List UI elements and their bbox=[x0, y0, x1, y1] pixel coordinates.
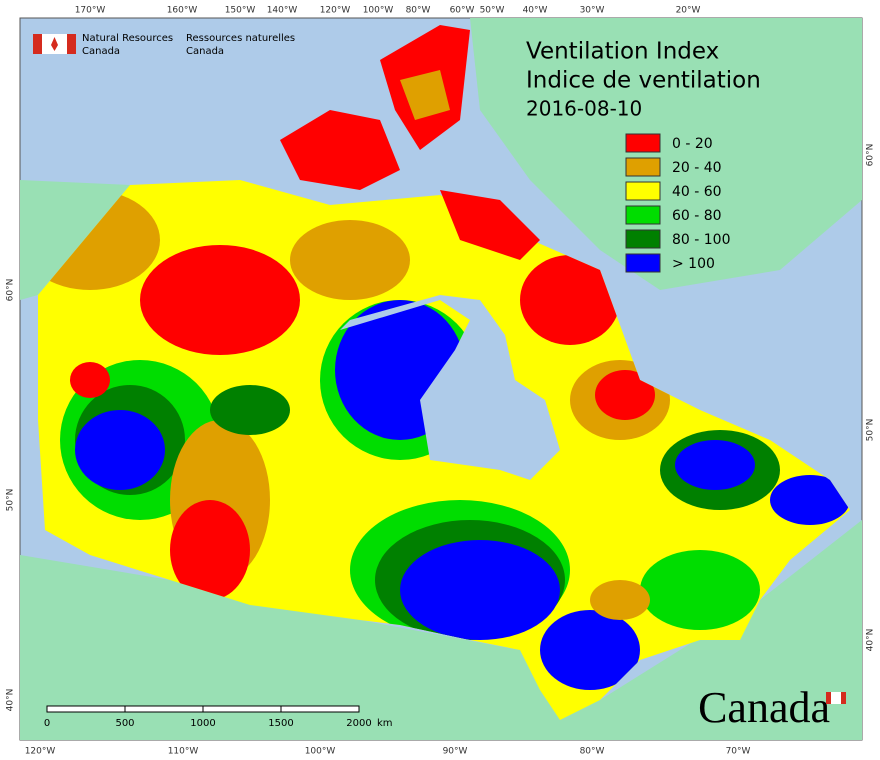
graticule-label: 50°W bbox=[480, 6, 505, 16]
legend-swatch bbox=[625, 229, 661, 249]
graticule-label: 60°N bbox=[866, 144, 876, 167]
arctic-island bbox=[400, 70, 450, 120]
legend-label: > 100 bbox=[672, 256, 715, 272]
legend-label: 20 - 40 bbox=[672, 160, 722, 176]
graticule-label: 40°N bbox=[6, 689, 16, 712]
title: Indice de ventilation bbox=[526, 68, 761, 94]
scale-unit: km bbox=[377, 718, 393, 729]
hudson-bay bbox=[340, 295, 560, 480]
graticule-label: 110°W bbox=[168, 747, 199, 757]
greenland bbox=[470, 18, 862, 290]
agency-en: Natural Resources bbox=[82, 33, 173, 44]
legend-swatch bbox=[625, 205, 661, 225]
graticule-label: 80°W bbox=[406, 6, 431, 16]
graticule-label: 50°N bbox=[866, 419, 876, 442]
graticule-label: 20°W bbox=[676, 6, 701, 16]
usa bbox=[20, 520, 862, 740]
legend-label: 40 - 60 bbox=[672, 184, 722, 200]
graticule-label: 60°W bbox=[450, 6, 475, 16]
title: Ventilation Index bbox=[526, 39, 719, 65]
legend-swatch bbox=[625, 133, 661, 153]
legend-label: 60 - 80 bbox=[672, 208, 722, 224]
legend-swatch bbox=[625, 253, 661, 273]
graticule-label: 40°N bbox=[866, 629, 876, 652]
date: 2016-08-10 bbox=[526, 97, 642, 121]
graticule-label: 100°W bbox=[363, 6, 394, 16]
scale-bar bbox=[46, 705, 360, 713]
graticule-label: 80°W bbox=[580, 747, 605, 757]
graticule-label: 30°W bbox=[580, 6, 605, 16]
legend-label: 0 - 20 bbox=[672, 136, 713, 152]
wordmark: Canada bbox=[698, 683, 830, 732]
legend-label: 80 - 100 bbox=[672, 232, 731, 248]
index-areas bbox=[38, 190, 850, 690]
scale-label: 1500 bbox=[268, 718, 293, 729]
agency-fr: Canada bbox=[186, 46, 224, 57]
graticule-label: 40°W bbox=[523, 6, 548, 16]
graticule-label: 60°N bbox=[6, 279, 16, 302]
arctic-island bbox=[440, 190, 540, 260]
graticule-label: 140°W bbox=[267, 6, 298, 16]
legend-swatch bbox=[625, 157, 661, 177]
agency-fr: Ressources naturelles bbox=[186, 33, 295, 44]
legend-swatch bbox=[625, 181, 661, 201]
scale-label: 1000 bbox=[190, 718, 215, 729]
graticule-label: 120°W bbox=[320, 6, 351, 16]
graticule-label: 90°W bbox=[443, 747, 468, 757]
graticule-label: 170°W bbox=[75, 6, 106, 16]
scale-label: 500 bbox=[115, 718, 134, 729]
graticule-label: 50°N bbox=[6, 489, 16, 512]
scale-label: 0 bbox=[44, 718, 50, 729]
logo bbox=[33, 34, 76, 54]
arctic-island bbox=[280, 110, 400, 190]
agency-en: Canada bbox=[82, 46, 120, 57]
wordmark-flag bbox=[826, 692, 846, 704]
graticule-label: 150°W bbox=[225, 6, 256, 16]
graticule-label: 160°W bbox=[167, 6, 198, 16]
scale-label: 2000 bbox=[346, 718, 371, 729]
graticule-label: 70°W bbox=[726, 747, 751, 757]
graticule-label: 120°W bbox=[25, 747, 56, 757]
alaska bbox=[20, 180, 130, 300]
graticule-label: 100°W bbox=[305, 747, 336, 757]
